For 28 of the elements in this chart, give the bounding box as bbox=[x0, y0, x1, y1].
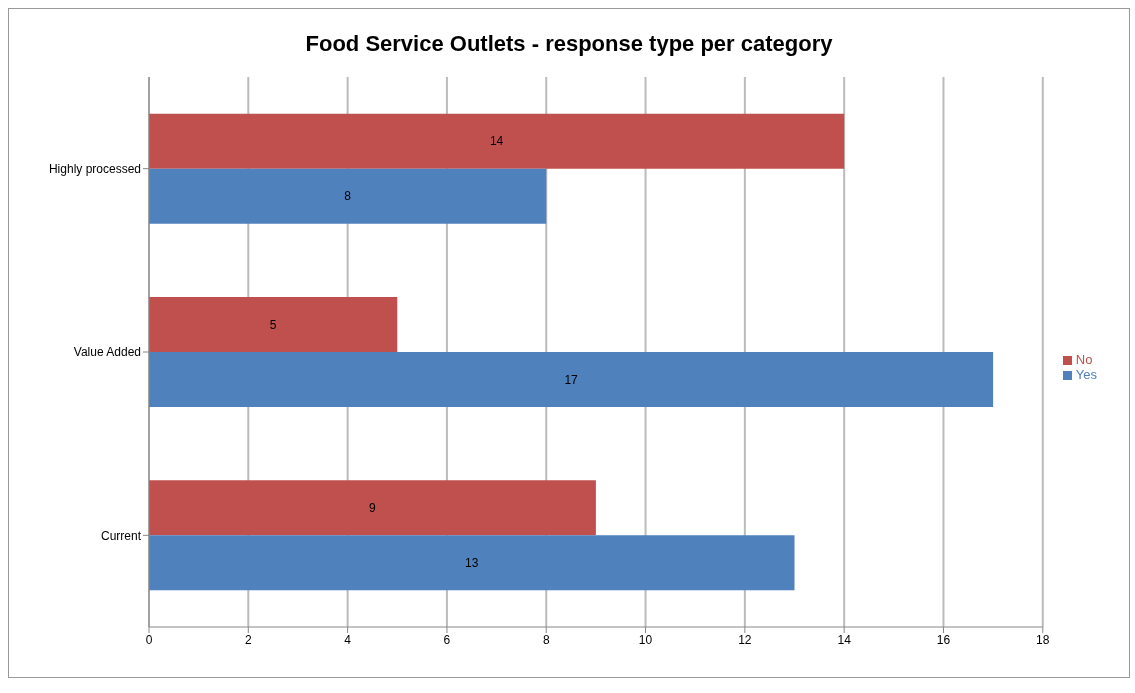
data-label: 9 bbox=[369, 501, 377, 516]
x-tick-label: 10 bbox=[638, 632, 653, 647]
bar bbox=[149, 168, 547, 224]
bar bbox=[149, 297, 398, 352]
bar bbox=[149, 480, 596, 536]
data-label: 8 bbox=[344, 189, 352, 204]
y-tick-label: Highly processed bbox=[48, 161, 141, 176]
y-tick-label: Current bbox=[100, 528, 142, 543]
data-label: 5 bbox=[269, 317, 277, 332]
bar bbox=[149, 352, 994, 407]
x-tick-label: 8 bbox=[542, 632, 550, 647]
x-tick-label: 18 bbox=[1036, 632, 1050, 647]
data-label: 13 bbox=[465, 556, 479, 571]
x-tick-label: 0 bbox=[145, 632, 153, 647]
bar bbox=[149, 113, 845, 169]
x-tick-label: 4 bbox=[344, 632, 352, 647]
legend-label: No bbox=[1075, 352, 1093, 367]
x-tick-label: 12 bbox=[738, 632, 752, 647]
x-tick-label: 14 bbox=[837, 632, 852, 647]
bar bbox=[149, 535, 795, 591]
x-tick-label: 16 bbox=[936, 632, 951, 647]
data-label: 17 bbox=[564, 372, 579, 387]
x-tick-label: 2 bbox=[244, 632, 252, 647]
chart-title: Food Service Outlets - response type per category bbox=[304, 30, 834, 57]
x-tick-label: 6 bbox=[443, 632, 451, 647]
y-tick-label: Value Added bbox=[73, 345, 141, 360]
legend-label: Yes bbox=[1075, 367, 1097, 382]
data-label: 14 bbox=[489, 134, 504, 149]
